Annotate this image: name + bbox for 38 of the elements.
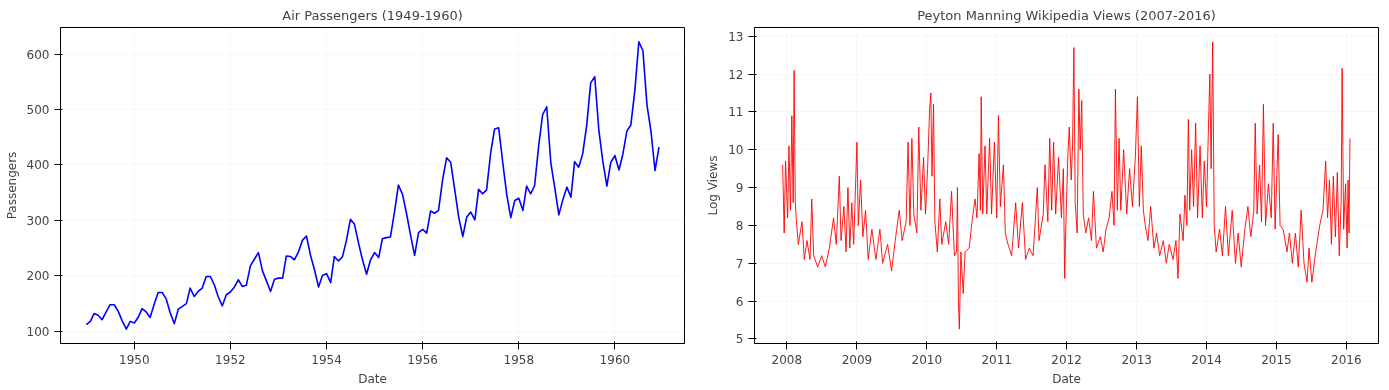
y-tick-label: 12 <box>728 67 744 82</box>
y-tick-label: 200 <box>26 269 50 284</box>
y-tick-label: 8 <box>735 218 744 233</box>
y-tick-label: 300 <box>26 213 50 228</box>
x-tick-label: 2012 <box>1051 352 1082 367</box>
y-tick-label: 9 <box>735 181 744 196</box>
x-tick-label: 2008 <box>771 352 803 367</box>
chart-title: Peyton Manning Wikipedia Views (2007-2016) <box>917 7 1216 23</box>
y-tick-label: 100 <box>26 324 50 339</box>
x-tick-label: 1952 <box>215 352 246 367</box>
x-tick-label: 2010 <box>911 352 943 367</box>
x-tick-label: 1960 <box>599 352 631 367</box>
y-axis-title: Log Views <box>706 155 721 216</box>
y-tick-label: 13 <box>728 29 744 44</box>
x-tick-label: 2014 <box>1191 352 1222 367</box>
x-axis-title: Date <box>1052 371 1081 386</box>
line-series <box>85 41 660 330</box>
x-tick-label: 2009 <box>841 352 873 367</box>
y-tick-label: 5 <box>735 332 744 347</box>
y-tick-label: 500 <box>26 103 50 118</box>
y-tick-label: 11 <box>728 105 744 120</box>
y-tick-label: 10 <box>728 143 744 158</box>
y-tick-label: 600 <box>26 47 50 62</box>
x-tick-label: 2016 <box>1331 352 1362 367</box>
x-tick-label: 1958 <box>503 352 535 367</box>
y-tick-label: 6 <box>735 294 744 309</box>
x-tick-label: 1954 <box>311 352 342 367</box>
x-axis-title: Date <box>358 371 387 386</box>
x-tick-label: 1956 <box>407 352 438 367</box>
x-tick-label: 2015 <box>1261 352 1292 367</box>
x-tick-label: 2011 <box>981 352 1012 367</box>
y-axis-title: Passengers <box>4 151 19 220</box>
x-tick-label: 1950 <box>119 352 150 367</box>
y-tick-label: 7 <box>735 256 744 271</box>
chart-title: Air Passengers (1949-1960) <box>282 7 463 23</box>
line-series <box>782 41 1351 330</box>
y-tick-label: 400 <box>26 158 50 173</box>
x-tick-label: 2013 <box>1121 352 1152 367</box>
